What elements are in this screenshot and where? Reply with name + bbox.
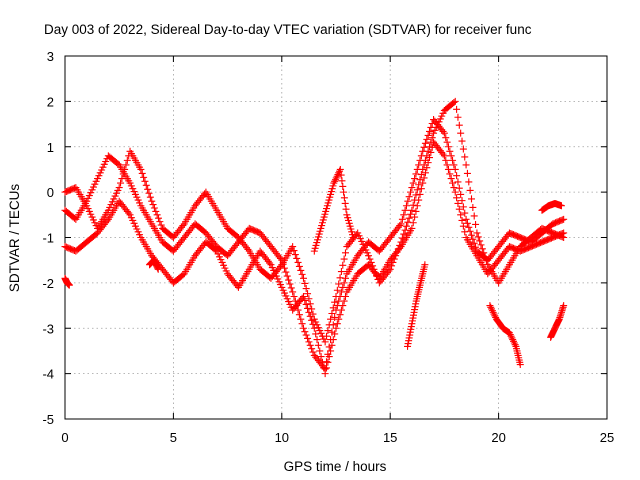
series-points <box>404 261 429 350</box>
series-segment-d <box>486 302 524 369</box>
x-tick-label: 20 <box>491 430 505 445</box>
series-segment-a <box>61 274 73 289</box>
series-points <box>61 138 568 378</box>
series-segment-g <box>146 256 162 273</box>
y-tick-label: -5 <box>42 412 54 427</box>
chart-title: Day 003 of 2022, Sidereal Day-to-day VTE… <box>44 22 532 37</box>
x-tick-label: 0 <box>61 430 68 445</box>
series-points <box>486 302 524 369</box>
series-segment-e <box>547 302 568 341</box>
series-points <box>547 302 568 341</box>
x-axis-label: GPS time / hours <box>284 459 387 474</box>
series-points <box>538 199 565 214</box>
x-tick-label: 15 <box>383 430 397 445</box>
y-tick-label: -1 <box>42 231 54 246</box>
series-points <box>310 165 357 255</box>
y-tick-label: -3 <box>42 321 54 336</box>
series-segment-b <box>310 165 357 255</box>
series-points <box>61 274 73 289</box>
y-axis-label: SDTVAR / TECUs <box>7 184 22 293</box>
x-tick-label: 25 <box>600 430 614 445</box>
x-tick-label: 5 <box>170 430 177 445</box>
y-tick-label: -2 <box>42 276 54 291</box>
y-tick-label: 1 <box>47 140 54 155</box>
series-points <box>146 256 162 273</box>
series-track-1 <box>61 116 568 373</box>
series-segment-c <box>404 261 429 350</box>
data-marks <box>61 97 568 378</box>
y-tick-label: -4 <box>42 367 54 382</box>
x-tick-label: 10 <box>275 430 289 445</box>
series-track-3 <box>61 138 568 378</box>
series-segment-f <box>538 199 565 214</box>
y-tick-label: 2 <box>47 94 54 109</box>
y-tick-label: 0 <box>47 185 54 200</box>
y-tick-label: 3 <box>47 49 54 64</box>
series-points <box>61 116 568 373</box>
